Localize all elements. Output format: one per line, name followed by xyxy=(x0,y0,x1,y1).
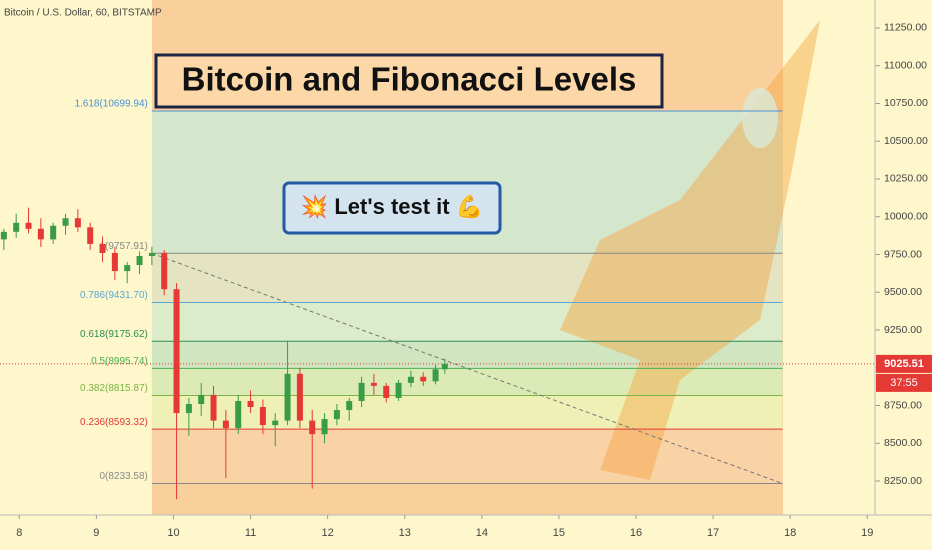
title-box xyxy=(154,53,664,109)
y-tick-label: 8250.00 xyxy=(884,475,922,487)
candle-body xyxy=(235,400,242,429)
candle-body xyxy=(259,407,266,426)
x-tick-label: 16 xyxy=(630,527,642,539)
chart-title: Bitcoin and Fibonacci Levels xyxy=(182,61,637,98)
candle-body xyxy=(247,400,254,408)
candle-body xyxy=(25,222,32,229)
candle-body xyxy=(173,289,180,414)
chart-header: Bitcoin / U.S. Dollar, 60, BITSTAMP xyxy=(4,8,162,19)
fib-level-label: 0.618(9175.62) xyxy=(80,329,148,340)
y-tick-label: 8500.00 xyxy=(884,437,922,449)
x-tick-label: 12 xyxy=(322,527,334,539)
fib-band xyxy=(151,368,783,396)
candle-body xyxy=(321,419,328,435)
x-tick-label: 19 xyxy=(861,527,873,539)
fib-level-label: 1.618(10699.94) xyxy=(74,99,147,110)
candle-body xyxy=(309,420,316,435)
candle-body xyxy=(13,222,20,232)
candle-body xyxy=(420,376,427,382)
fib-level-label: 0.236(8593.32) xyxy=(80,417,148,428)
fib-level-label: 0.786(9431.70) xyxy=(80,290,148,301)
candle-body xyxy=(346,400,353,411)
candle-body xyxy=(383,385,390,398)
countdown-tag xyxy=(876,373,932,392)
candle-body xyxy=(50,225,57,240)
y-tick-label: 9500.00 xyxy=(884,286,922,298)
x-tick-label: 17 xyxy=(707,527,719,539)
candle-body xyxy=(148,252,155,256)
x-tick-label: 13 xyxy=(399,527,411,539)
fib-bands xyxy=(151,111,783,484)
y-tick-label: 9750.00 xyxy=(884,248,922,260)
plot-layer: 8250.008500.008750.009000.009250.009500.… xyxy=(0,22,932,539)
x-tick-label: 8 xyxy=(16,527,22,539)
x-tick-label: 9 xyxy=(93,527,99,539)
y-tick-label: 11000.00 xyxy=(884,59,927,71)
candle-body xyxy=(272,420,279,426)
candle-body xyxy=(37,228,44,240)
callout-text: 💥 Let's test it 💪 xyxy=(301,194,483,220)
y-tick-label: 10250.00 xyxy=(884,173,928,185)
y-tick-label: 10750.00 xyxy=(884,97,928,109)
last-price-tag xyxy=(876,354,932,373)
candle-body xyxy=(99,243,106,253)
candle-body xyxy=(198,394,205,404)
candle-body xyxy=(395,382,402,398)
x-tick-label: 18 xyxy=(784,527,796,539)
y-tick-label: 11250.00 xyxy=(884,22,927,34)
candle-body xyxy=(124,265,131,272)
candle-body xyxy=(296,373,303,421)
fib-level-label: 1(9757.91) xyxy=(99,241,147,252)
fib-band xyxy=(151,395,783,430)
candle-body xyxy=(222,420,229,429)
candle-body xyxy=(333,410,340,420)
candle-body xyxy=(370,382,377,386)
candle-body xyxy=(136,255,143,266)
last-price-label: 9025.51 xyxy=(884,358,924,370)
y-tick-label: 8750.00 xyxy=(884,399,922,411)
callout-box xyxy=(282,181,502,235)
y-tick-label: 9250.00 xyxy=(884,324,922,336)
fib-level-label: 0.382(8815.87) xyxy=(80,383,148,394)
candle-body xyxy=(358,382,365,401)
candle-body xyxy=(210,394,217,421)
candle-body xyxy=(111,252,118,272)
rocket-window xyxy=(742,88,778,148)
x-tick-label: 14 xyxy=(476,527,488,539)
candle-body xyxy=(284,373,291,421)
fib-level-label: 0.5(8995.74) xyxy=(91,356,148,367)
x-tick-label: 10 xyxy=(167,527,179,539)
candle-body xyxy=(161,252,168,290)
fib-band xyxy=(151,341,783,369)
candle-body xyxy=(432,369,439,382)
fib-level-label: 0(8233.58) xyxy=(99,471,147,482)
fib-band xyxy=(151,302,783,342)
candle-body xyxy=(407,376,414,383)
candle-body xyxy=(74,218,81,228)
y-tick-label: 10000.00 xyxy=(884,211,928,223)
fib-band xyxy=(151,429,783,484)
y-tick-label: 10500.00 xyxy=(884,135,928,147)
candle-body xyxy=(62,218,69,226)
candle-body xyxy=(185,403,192,414)
fib-band xyxy=(151,253,783,303)
countdown-label: 37:55 xyxy=(890,377,918,389)
candle-body xyxy=(441,363,448,370)
candle-body xyxy=(0,231,7,240)
candle-body xyxy=(87,227,94,244)
x-tick-label: 11 xyxy=(245,527,256,539)
x-tick-label: 15 xyxy=(553,527,565,539)
